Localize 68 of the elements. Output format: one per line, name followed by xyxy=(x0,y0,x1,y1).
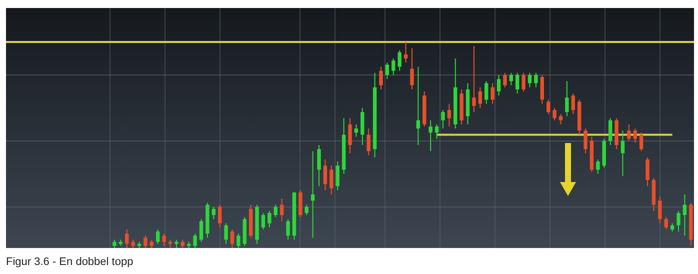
candlestick xyxy=(404,42,408,64)
candlestick xyxy=(584,128,588,154)
candlestick xyxy=(366,128,370,156)
candlestick xyxy=(385,62,390,80)
candlestick xyxy=(558,114,563,125)
candlestick xyxy=(478,86,482,108)
candlestick xyxy=(310,150,315,238)
candlestick xyxy=(627,124,631,142)
candlestick xyxy=(410,48,414,90)
candlestick xyxy=(392,58,396,76)
candlestick xyxy=(144,235,148,248)
candlestick xyxy=(298,190,302,218)
candlestick xyxy=(620,130,625,176)
candlestick xyxy=(230,228,234,248)
candlestick xyxy=(608,118,612,146)
candlestick xyxy=(162,233,166,246)
candlestick xyxy=(664,216,668,230)
candlestick xyxy=(528,72,532,88)
candlestick xyxy=(218,204,222,228)
candlestick xyxy=(633,128,637,144)
candlestick xyxy=(193,233,197,248)
candlestick xyxy=(224,222,228,244)
candlestick xyxy=(286,218,290,240)
candlestick xyxy=(212,206,216,220)
candlestick xyxy=(304,204,308,216)
candlestick xyxy=(280,198,284,222)
candlestick xyxy=(565,80,569,117)
candlestick xyxy=(515,72,520,94)
candlestick xyxy=(639,132,644,152)
candlestick xyxy=(156,228,160,244)
candlestick xyxy=(447,103,452,127)
candlestick xyxy=(676,210,680,232)
candlestick xyxy=(490,82,494,104)
candlestick xyxy=(496,74,501,96)
candlestick xyxy=(274,204,278,218)
candlestick xyxy=(268,210,272,228)
candlestick xyxy=(416,66,420,146)
candlestick xyxy=(317,144,321,187)
candlestick xyxy=(434,124,439,140)
candlestick xyxy=(441,109,445,130)
candlestick xyxy=(546,99,550,115)
candlestick xyxy=(323,158,328,191)
candlestick xyxy=(379,66,383,90)
candlestick xyxy=(398,50,402,72)
candlestick xyxy=(571,93,575,115)
candlestick xyxy=(552,107,556,121)
candlestick xyxy=(658,196,662,224)
candlestick xyxy=(522,72,526,92)
candlestick xyxy=(125,228,129,248)
candlestick xyxy=(596,158,600,174)
candlestick xyxy=(348,118,352,154)
candlestick xyxy=(336,160,340,191)
candlestick xyxy=(199,218,204,242)
candlestick xyxy=(503,72,507,88)
text: Figur 3.6 - En dobbel topp xyxy=(6,256,134,268)
candlestick xyxy=(484,80,488,104)
candlestick xyxy=(330,165,334,195)
candlestick xyxy=(540,74,544,104)
candlestick xyxy=(534,72,538,88)
candlestick xyxy=(261,212,266,230)
candlestick xyxy=(509,72,514,86)
candlestick xyxy=(236,233,240,248)
candlestick xyxy=(472,46,476,113)
candlestick xyxy=(354,124,358,138)
candlestick xyxy=(646,156,650,187)
candlestick xyxy=(682,194,687,236)
candlestick xyxy=(360,107,364,146)
candlestick xyxy=(428,120,432,152)
